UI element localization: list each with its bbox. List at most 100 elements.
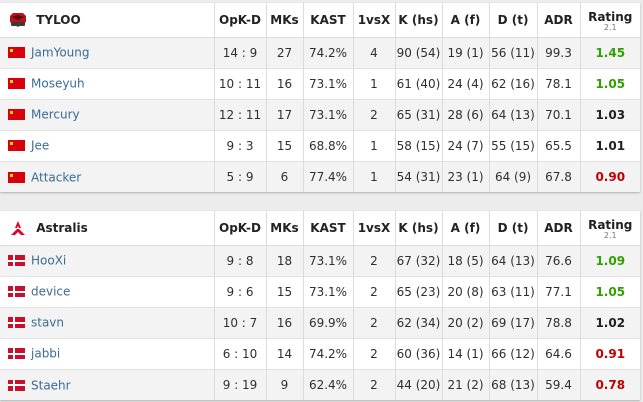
player-row: device 9 : 6 15 73.1% 2 65 (23) 20 (8) 6… [0, 275, 640, 307]
col-header-adr[interactable]: ADR [536, 3, 580, 38]
kast-cell: 73.1% [302, 98, 353, 130]
opkd-cell: 12 : 11 [213, 98, 266, 130]
col-header-opkd[interactable]: OpK-D [213, 211, 266, 246]
team-name: TYLOO [36, 12, 81, 27]
mks-cell: 9 [265, 368, 303, 400]
col-header-deaths[interactable]: D (t) [488, 211, 537, 246]
player-cell: JamYoung [0, 36, 214, 68]
opkd-cell: 9 : 8 [213, 244, 266, 276]
player-link[interactable]: stavn [31, 315, 65, 330]
mks-cell: 27 [265, 36, 303, 68]
opkd-cell: 6 : 10 [213, 337, 266, 369]
clutch-cell: 4 [352, 36, 395, 68]
player-cell: Attacker [0, 160, 214, 192]
team-stats-table-astralis: Astralis OpK-D MKs KAST 1vsX K (hs) A (f… [0, 211, 640, 400]
player-row: Attacker 5 : 9 6 77.4% 1 54 (31) 23 (1) … [0, 160, 640, 192]
kast-cell: 73.1% [302, 275, 353, 307]
player-row: stavn 10 : 7 16 69.9% 2 62 (34) 20 (2) 6… [0, 306, 640, 338]
player-row: JamYoung 14 : 9 27 74.2% 4 90 (54) 19 (1… [0, 36, 640, 68]
col-header-clutch[interactable]: 1vsX [352, 211, 395, 246]
opkd-cell: 10 : 11 [213, 67, 266, 99]
col-header-clutch[interactable]: 1vsX [352, 3, 395, 38]
col-header-opkd[interactable]: OpK-D [213, 3, 266, 38]
clutch-cell: 1 [352, 67, 395, 99]
assists-cell: 14 (1) [441, 337, 489, 369]
rating-cell: 1.01 [579, 129, 640, 161]
clutch-cell: 2 [352, 275, 395, 307]
col-header-adr[interactable]: ADR [536, 211, 580, 246]
player-cell: device [0, 275, 214, 307]
player-link[interactable]: jabbi [31, 346, 61, 361]
team-header[interactable]: TYLOO [0, 3, 214, 38]
assists-cell: 19 (1) [441, 36, 489, 68]
mks-cell: 16 [265, 306, 303, 338]
player-row: Jee 9 : 3 15 68.8% 1 58 (15) 24 (7) 55 (… [0, 129, 640, 161]
kills-cell: 67 (32) [394, 244, 442, 276]
china-flag-icon [8, 47, 25, 59]
col-header-assists[interactable]: A (f) [441, 3, 489, 38]
col-header-rating[interactable]: Rating 2.1 [579, 211, 640, 246]
denmark-flag-icon [8, 317, 25, 329]
player-link[interactable]: JamYoung [31, 45, 90, 60]
rating-label: Rating [588, 9, 633, 24]
table-header-row: Astralis OpK-D MKs KAST 1vsX K (hs) A (f… [0, 211, 640, 246]
mks-cell: 15 [265, 129, 303, 161]
china-flag-icon [8, 171, 25, 183]
player-row: Staehr 9 : 19 9 62.4% 2 44 (20) 21 (2) 6… [0, 368, 640, 400]
player-link[interactable]: Jee [31, 138, 50, 153]
player-cell: jabbi [0, 337, 214, 369]
tyloo-logo-icon [10, 12, 26, 27]
col-header-assists[interactable]: A (f) [441, 211, 489, 246]
rating-cell: 1.05 [579, 275, 640, 307]
kast-cell: 74.2% [302, 36, 353, 68]
player-cell: stavn [0, 306, 214, 338]
player-cell: Moseyuh [0, 67, 214, 99]
mks-cell: 15 [265, 275, 303, 307]
player-link[interactable]: Moseyuh [31, 76, 85, 91]
player-row: Mercury 12 : 11 17 73.1% 2 65 (31) 28 (6… [0, 98, 640, 130]
adr-cell: 65.5 [536, 129, 580, 161]
deaths-cell: 66 (12) [488, 337, 537, 369]
col-header-mks[interactable]: MKs [265, 211, 303, 246]
col-header-deaths[interactable]: D (t) [488, 3, 537, 38]
player-cell: Mercury [0, 98, 214, 130]
assists-cell: 18 (5) [441, 244, 489, 276]
clutch-cell: 2 [352, 244, 395, 276]
player-cell: Jee [0, 129, 214, 161]
mks-cell: 14 [265, 337, 303, 369]
adr-cell: 78.1 [536, 67, 580, 99]
player-row: HooXi 9 : 8 18 73.1% 2 67 (32) 18 (5) 64… [0, 244, 640, 276]
col-header-kills[interactable]: K (hs) [394, 211, 442, 246]
kills-cell: 58 (15) [394, 129, 442, 161]
col-header-mks[interactable]: MKs [265, 3, 303, 38]
deaths-cell: 64 (13) [488, 244, 537, 276]
col-header-rating[interactable]: Rating 2.1 [579, 3, 640, 38]
clutch-cell: 2 [352, 337, 395, 369]
col-header-kills[interactable]: K (hs) [394, 3, 442, 38]
rating-version: 2.1 [603, 230, 617, 240]
player-link[interactable]: HooXi [31, 253, 67, 268]
kills-cell: 65 (23) [394, 275, 442, 307]
adr-cell: 76.6 [536, 244, 580, 276]
adr-cell: 67.8 [536, 160, 580, 192]
player-link[interactable]: Mercury [31, 107, 80, 122]
player-link[interactable]: device [31, 284, 71, 299]
mks-cell: 16 [265, 67, 303, 99]
col-header-kast[interactable]: KAST [302, 211, 353, 246]
kills-cell: 54 (31) [394, 160, 442, 192]
opkd-cell: 9 : 3 [213, 129, 266, 161]
assists-cell: 24 (7) [441, 129, 489, 161]
deaths-cell: 55 (15) [488, 129, 537, 161]
assists-cell: 20 (2) [441, 306, 489, 338]
opkd-cell: 14 : 9 [213, 36, 266, 68]
player-link[interactable]: Attacker [31, 170, 82, 184]
col-header-kast[interactable]: KAST [302, 3, 353, 38]
assists-cell: 20 (8) [441, 275, 489, 307]
deaths-cell: 69 (17) [488, 306, 537, 338]
team-header[interactable]: Astralis [0, 211, 214, 246]
kast-cell: 69.9% [302, 306, 353, 338]
assists-cell: 23 (1) [441, 160, 489, 192]
player-link[interactable]: Staehr [31, 378, 71, 392]
clutch-cell: 1 [352, 160, 395, 192]
assists-cell: 21 (2) [441, 368, 489, 400]
